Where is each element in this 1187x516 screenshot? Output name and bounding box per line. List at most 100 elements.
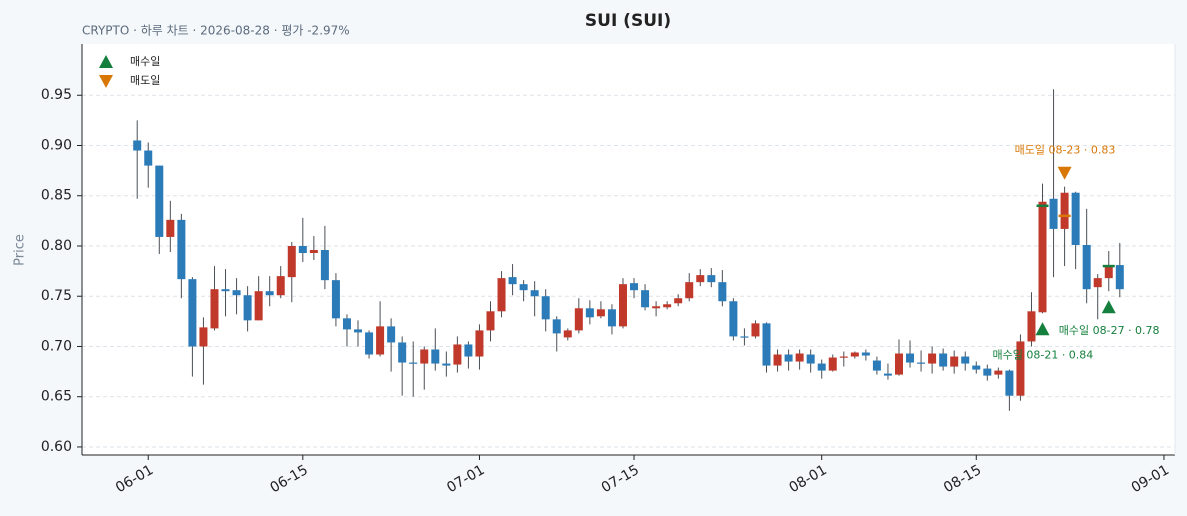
candle-body [894,353,903,375]
candle-body [519,284,528,291]
candle-body [497,278,506,312]
candle-body [342,318,351,330]
candle-body [265,291,274,296]
candle-body [950,356,959,367]
candle-body [574,308,583,331]
candle-body [563,330,572,338]
candle-body [486,311,495,331]
y-tick-label: 0.60 [41,439,72,455]
x-tick-label: 07-01 [444,462,487,496]
candle-body [1082,244,1091,290]
candle-body [806,354,815,364]
candle-body [618,284,627,327]
candle-body [917,362,926,364]
legend-marker [99,75,113,88]
candle-body [972,365,981,370]
candle-body [354,329,363,333]
sell-marker [1057,166,1072,180]
candle-body [994,370,1003,375]
trade-label: 매수일 08-27 · 0.78 [1059,323,1160,337]
candle-body [221,289,230,292]
candle-body [155,165,164,237]
y-axis-label: Price [13,234,28,266]
candle-body [1016,341,1025,396]
candle-body [420,349,429,364]
candle-body [387,326,396,343]
candle-body [464,344,473,357]
candle-body [696,275,705,283]
candle-body [1115,265,1124,290]
candle-body [828,357,837,371]
buy-marker [1035,322,1050,336]
candle-body [243,295,252,321]
candle-body [596,309,605,317]
trade-label: 매수일 08-21 · 0.84 [993,347,1094,361]
candle-body [872,360,881,371]
candle-body [320,250,329,281]
candle-body [585,308,594,318]
candle-body [707,275,716,283]
candle-body [740,336,749,338]
candle-body [199,327,208,347]
candle-body [883,373,892,376]
candle-body [795,353,804,362]
candle-body [718,282,727,302]
candle-body [331,280,340,319]
candle-body [674,298,683,304]
y-tick-label: 0.85 [41,188,72,204]
candle-body [166,219,175,237]
candle-body [210,289,219,329]
candle-body [663,304,672,308]
x-tick-label: 06-01 [113,462,156,496]
candle-body [1071,192,1080,245]
legend-label: 매수일 [130,54,160,68]
chart-title: SUI (SUI) [585,11,671,31]
y-tick-label: 0.90 [41,137,72,153]
x-tick-label: 06-15 [268,462,311,496]
candle-body [961,356,970,364]
candle-body [398,342,407,363]
candle-body [1104,265,1113,279]
candle-body [232,290,241,296]
candle-body [817,363,826,371]
y-tick-label: 0.95 [41,87,72,103]
candle-body [762,323,771,366]
candle-body [751,323,760,337]
candle-body [861,352,870,356]
candle-body [177,219,186,280]
candle-body [641,290,650,308]
candle-body [442,363,451,366]
candle-body [552,319,561,334]
candle-body [475,330,484,357]
chart-subtitle: CRYPTO · 하루 차트 · 2026-08-28 · 평가 -2.97% [82,24,350,38]
candle-body [254,291,263,321]
legend-label: 매도일 [130,73,160,87]
candle-body [287,245,296,278]
y-tick-label: 0.65 [41,389,72,405]
y-tick-label: 0.75 [41,288,72,304]
trade-label: 매도일 08-23 · 0.83 [1015,143,1116,157]
candle-body [530,290,539,297]
candle-body [508,277,517,285]
candle-body [607,309,616,327]
candle-body [1038,201,1047,313]
candle-body [729,301,738,337]
candle-body [685,282,694,299]
candle-body [630,283,639,291]
candle-body [188,279,197,347]
candle-body [983,368,992,376]
legend-marker [99,55,113,68]
candle-body [541,296,550,320]
candle-body [839,356,848,358]
candle-body [1049,198,1058,229]
candle-body [928,353,937,364]
candle-body [1027,311,1036,342]
candle-body [298,245,307,254]
candle-body [1093,278,1102,288]
y-tick-label: 0.70 [41,338,72,354]
candle-body [850,352,859,357]
y-tick-label: 0.80 [41,238,72,254]
candle-body [365,332,374,355]
buy-marker [1101,300,1116,314]
